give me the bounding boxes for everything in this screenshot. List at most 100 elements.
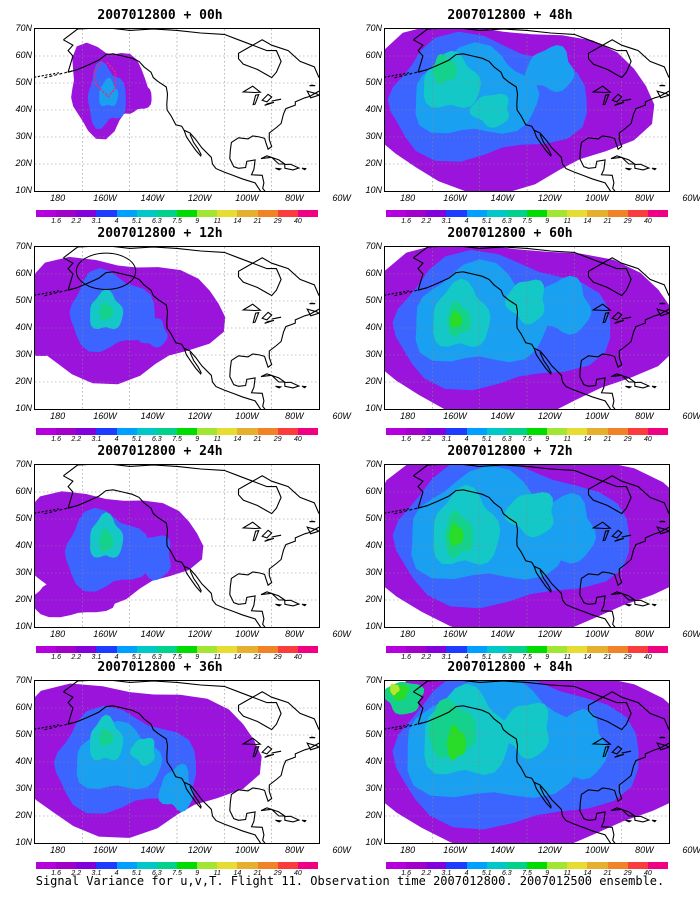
colorbar-swatch	[526, 210, 548, 217]
colorbar-swatch	[36, 428, 57, 435]
colorbar-label: 14	[233, 654, 242, 661]
latitude-label: 20N	[365, 158, 382, 168]
colorbar-swatch	[506, 862, 527, 869]
longitude-label: 100W	[585, 193, 609, 203]
map-svg	[385, 29, 669, 191]
colorbar-swatch	[257, 862, 278, 869]
colorbar-label: 7.5	[522, 218, 532, 225]
colorbar-swatch	[217, 646, 238, 653]
colorbar-swatch	[506, 646, 527, 653]
colorbar	[36, 210, 318, 217]
map-svg	[35, 29, 319, 191]
colorbar-swatch	[176, 210, 198, 217]
panel-title: 2007012800 + 48h	[447, 8, 573, 23]
map-plot	[384, 28, 670, 192]
longitude-label: 180	[400, 193, 416, 203]
colorbar-swatch	[56, 428, 77, 435]
colorbar-label: 29	[623, 870, 632, 877]
latitude-label: 30N	[365, 131, 382, 141]
colorbar-label: 4	[114, 218, 119, 225]
latitude-label: 70N	[15, 241, 32, 251]
colorbar-label: 7.5	[172, 218, 182, 225]
colorbar-swatch	[136, 862, 157, 869]
colorbar-label: 9	[545, 870, 550, 877]
colorbar-label: 3.1	[441, 870, 452, 877]
colorbar-swatch	[406, 862, 427, 869]
colorbar-swatch	[547, 210, 568, 217]
longitude-label: 160W	[93, 193, 117, 203]
colorbar-label: 1.6	[51, 870, 61, 877]
longitude-label: 60W	[332, 845, 351, 855]
colorbar-labels: 1.6 2.2 3.1 4 5.1 6.3 7.5 9 11 14 21 29 40	[36, 654, 318, 663]
colorbar-swatch	[176, 646, 198, 653]
colorbar-label: 14	[583, 654, 592, 661]
map-panel: 2007012800 + 00h 70N 60N 50N 40N 30N 20N 10N 180…	[0, 8, 350, 226]
colorbar-swatch	[547, 646, 568, 653]
colorbar-label: 4	[464, 654, 469, 661]
colorbar-label: 7.5	[172, 436, 182, 443]
colorbar-swatch	[647, 428, 668, 435]
colorbar-label: 11	[213, 218, 221, 225]
longitude-label: 80W	[635, 193, 654, 203]
colorbar-label: 21	[253, 870, 262, 877]
colorbar-labels: 1.6 2.2 3.1 4 5.1 6.3 7.5 9 11 14 21 29 40	[386, 870, 668, 879]
colorbar-swatch	[627, 862, 648, 869]
colorbar-swatch	[156, 428, 177, 435]
colorbar-swatch	[386, 428, 407, 435]
colorbar-swatch	[486, 862, 507, 869]
colorbar-labels: 1.6 2.2 3.1 4 5.1 6.3 7.5 9 11 14 21 29 40	[386, 218, 668, 227]
colorbar-swatch	[237, 210, 258, 217]
colorbar-swatch	[526, 646, 548, 653]
colorbar-swatch	[506, 210, 527, 217]
variance-contour	[450, 310, 463, 329]
colorbar-label: 1.6	[401, 218, 411, 225]
longitude-label: 140W	[490, 845, 515, 855]
colorbar-label: 1.6	[401, 654, 411, 661]
colorbar-label: 14	[583, 870, 592, 877]
colorbar-label: 9	[195, 654, 200, 661]
colorbar-label: 6.3	[501, 436, 512, 443]
longitude-label: 160W	[93, 845, 117, 855]
longitude-label: 80W	[285, 411, 304, 421]
latitude-label: 20N	[15, 376, 32, 386]
longitude-label: 180	[400, 411, 416, 421]
colorbar-label: 4	[114, 654, 119, 661]
colorbar-swatch	[197, 646, 218, 653]
longitude-label: 120W	[537, 411, 562, 421]
colorbar-swatch	[587, 428, 608, 435]
latitude-label: 30N	[15, 131, 32, 141]
longitude-label: 100W	[585, 845, 609, 855]
colorbar-label: 9	[545, 436, 550, 443]
latitude-label: 50N	[365, 729, 382, 739]
colorbar-swatch	[426, 862, 447, 869]
colorbar-swatch	[197, 210, 218, 217]
variance-contours	[35, 491, 204, 618]
colorbar-swatch	[277, 428, 298, 435]
colorbar-label: 3.1	[441, 436, 452, 443]
colorbar-swatch	[627, 646, 648, 653]
colorbar-swatch	[547, 862, 568, 869]
colorbar-label: 5.1	[131, 654, 142, 661]
latitude-label: 60N	[365, 268, 382, 278]
latitude-label: 70N	[15, 675, 32, 685]
colorbar-swatch	[506, 428, 527, 435]
colorbar-label: 9	[195, 218, 200, 225]
longitude-label: 180	[50, 845, 66, 855]
latitude-label: 60N	[15, 50, 32, 60]
latitude-label: 20N	[15, 594, 32, 604]
colorbar-labels: 1.6 2.2 3.1 4 5.1 6.3 7.5 9 11 14 21 29 40	[386, 436, 668, 445]
variance-contour	[131, 535, 171, 581]
colorbar-label: 6.3	[151, 218, 162, 225]
map-panel: 2007012800 + 24h 70N 60N 50N 40N 30N 20N 10N 180…	[0, 444, 350, 663]
colorbar-label: 2.2	[421, 218, 432, 225]
longitude-label: 180	[50, 193, 66, 203]
colorbar-swatch	[217, 428, 238, 435]
colorbar-label: 6.3	[501, 218, 512, 225]
colorbar-swatch	[486, 428, 507, 435]
latitude-label: 30N	[365, 783, 382, 793]
map-svg	[35, 247, 319, 409]
colorbar	[386, 862, 668, 869]
latitude-label: 10N	[365, 837, 382, 847]
colorbar	[36, 646, 318, 653]
variance-contour	[99, 728, 114, 747]
